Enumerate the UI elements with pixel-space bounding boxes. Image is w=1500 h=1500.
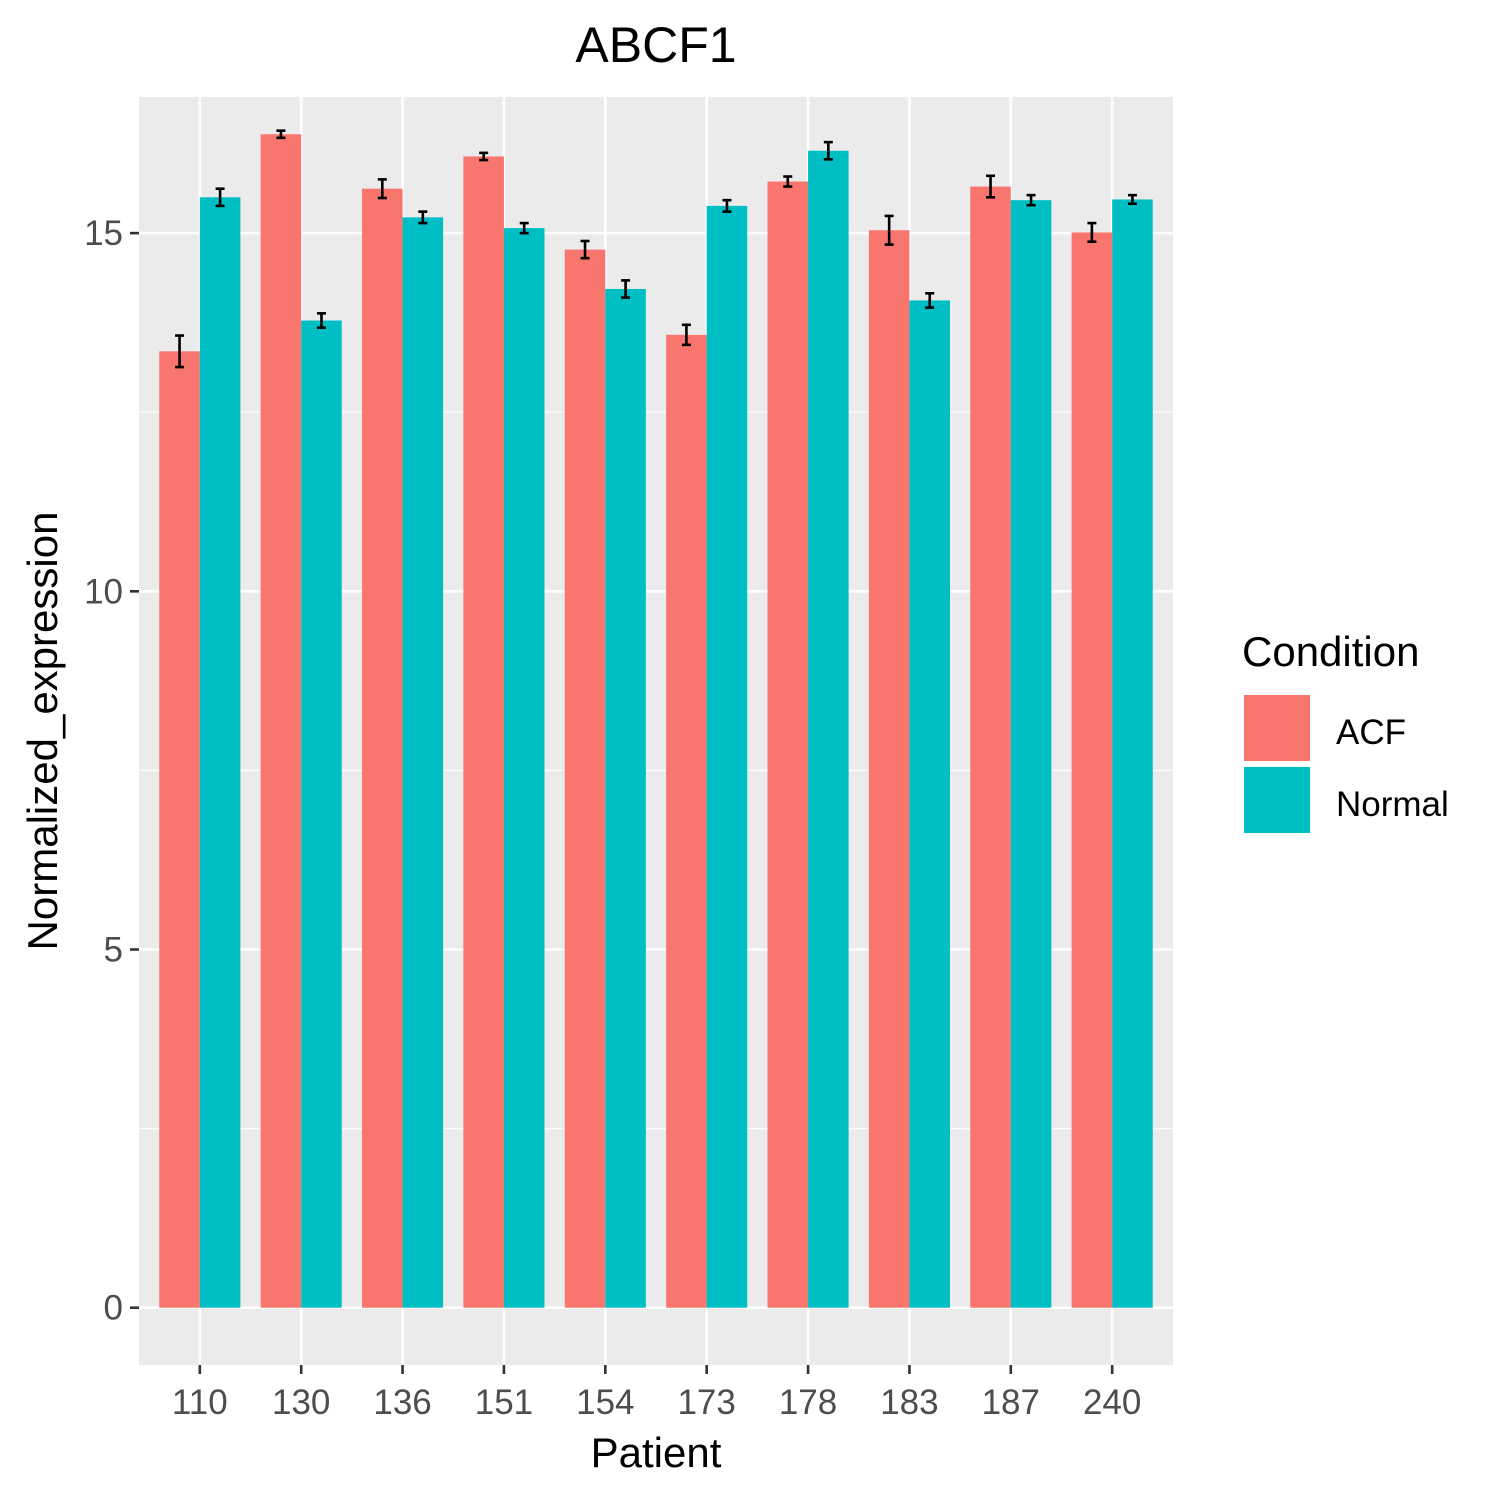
x-tick-label: 154 (576, 1383, 634, 1422)
error-bar (377, 178, 387, 200)
x-tick-label: 178 (779, 1383, 837, 1422)
bar-acf-240 (1071, 232, 1113, 1308)
error-bar (479, 151, 489, 162)
y-axis: 0 5 10 15 (84, 214, 139, 1328)
error-bar (925, 291, 935, 309)
chart-title: ABCF1 (575, 17, 736, 73)
x-axis-title: Patient (591, 1429, 722, 1476)
error-bar (884, 214, 894, 246)
x-tick-label: 136 (373, 1383, 431, 1422)
error-bar (621, 279, 631, 299)
error-bar (276, 129, 286, 140)
bar-acf-187 (970, 186, 1011, 1308)
error-bar (681, 323, 691, 347)
bar-acf-178 (767, 181, 809, 1308)
bar-acf-110 (159, 351, 200, 1308)
error-bar (823, 140, 833, 161)
bar-normal-173 (706, 205, 748, 1308)
bar-acf-136 (362, 188, 403, 1308)
bar-acf-130 (260, 134, 302, 1308)
error-bar (580, 239, 590, 260)
legend-key-normal (1242, 765, 1312, 835)
y-tick-label: 10 (84, 572, 123, 611)
legend-title: Condition (1242, 628, 1419, 675)
y-tick-label: 0 (104, 1289, 123, 1328)
x-tick-label: 183 (880, 1383, 938, 1422)
x-tick-label: 130 (272, 1383, 330, 1422)
x-tick-label: 240 (1083, 1383, 1141, 1422)
x-tick-label: 110 (172, 1383, 228, 1422)
bar-normal-110 (199, 197, 241, 1308)
legend-label-normal: Normal (1336, 785, 1449, 824)
legend: Condition ACF Normal (1242, 628, 1449, 835)
bar-normal-187 (1010, 200, 1052, 1308)
error-bar (1026, 193, 1036, 207)
x-tick-label: 173 (677, 1383, 735, 1422)
bar-normal-183 (909, 300, 950, 1308)
bar-acf-154 (564, 249, 606, 1308)
error-bar (316, 312, 326, 329)
y-axis-title: Normalized_expression (19, 512, 66, 951)
error-bar (215, 187, 225, 208)
legend-label-acf: ACF (1336, 713, 1406, 752)
bar-normal-154 (605, 288, 646, 1308)
error-bar (519, 221, 529, 235)
bar-acf-173 (666, 334, 707, 1308)
error-bar (1087, 221, 1097, 244)
x-tick-label: 151 (475, 1383, 533, 1422)
bar-normal-151 (503, 228, 545, 1308)
bar-normal-240 (1112, 199, 1153, 1308)
error-bar (986, 174, 996, 199)
error-bar (1127, 193, 1137, 206)
bar-acf-183 (868, 230, 910, 1308)
legend-key-acf (1242, 693, 1312, 763)
error-bar (722, 198, 732, 213)
bars (159, 134, 1153, 1308)
error-bar (418, 210, 428, 225)
x-axis: 110 130 136 151 154 173 178 183 187 240 (172, 1365, 1141, 1422)
error-bar (783, 175, 793, 188)
bar-normal-136 (402, 217, 444, 1308)
error-bars (175, 129, 1137, 369)
bar-acf-151 (463, 156, 504, 1308)
error-bar (175, 334, 185, 369)
bar-normal-130 (301, 320, 342, 1308)
bar-normal-178 (808, 150, 849, 1308)
y-tick-label: 15 (84, 214, 123, 253)
x-tick-label: 187 (982, 1383, 1040, 1422)
y-tick-label: 5 (104, 930, 123, 969)
